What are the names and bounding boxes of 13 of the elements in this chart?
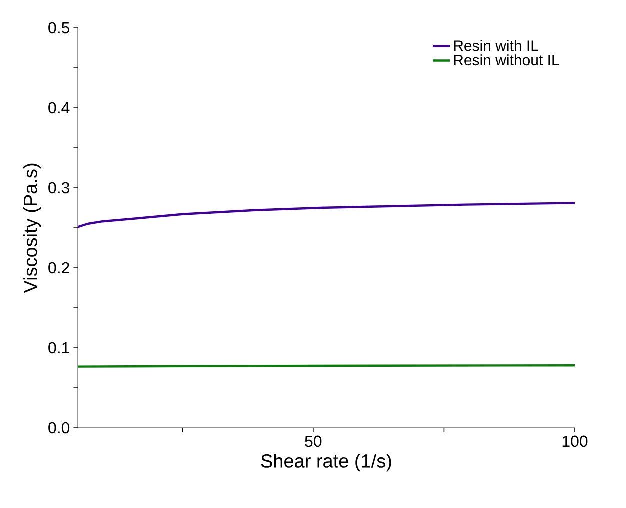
y-tick-label: 0.0: [48, 422, 70, 434]
x-tick-label: 100: [562, 436, 588, 448]
y-tick-label: 0.3: [48, 182, 70, 194]
y-tick-label: 0.2: [48, 262, 70, 274]
y-tick-label: 0.1: [48, 342, 70, 354]
legend-label: Resin with IL: [454, 40, 538, 52]
x-axis-title: Shear rate (1/s): [261, 454, 392, 472]
line-series: [78, 202, 575, 228]
y-axis-title: Viscosity (Pa.s): [23, 164, 42, 294]
x-tick-label: 50: [305, 436, 322, 448]
y-tick-label: 0.5: [48, 22, 70, 34]
legend-label: Resin without IL: [454, 54, 560, 66]
y-tick-label: 0.4: [48, 102, 70, 114]
